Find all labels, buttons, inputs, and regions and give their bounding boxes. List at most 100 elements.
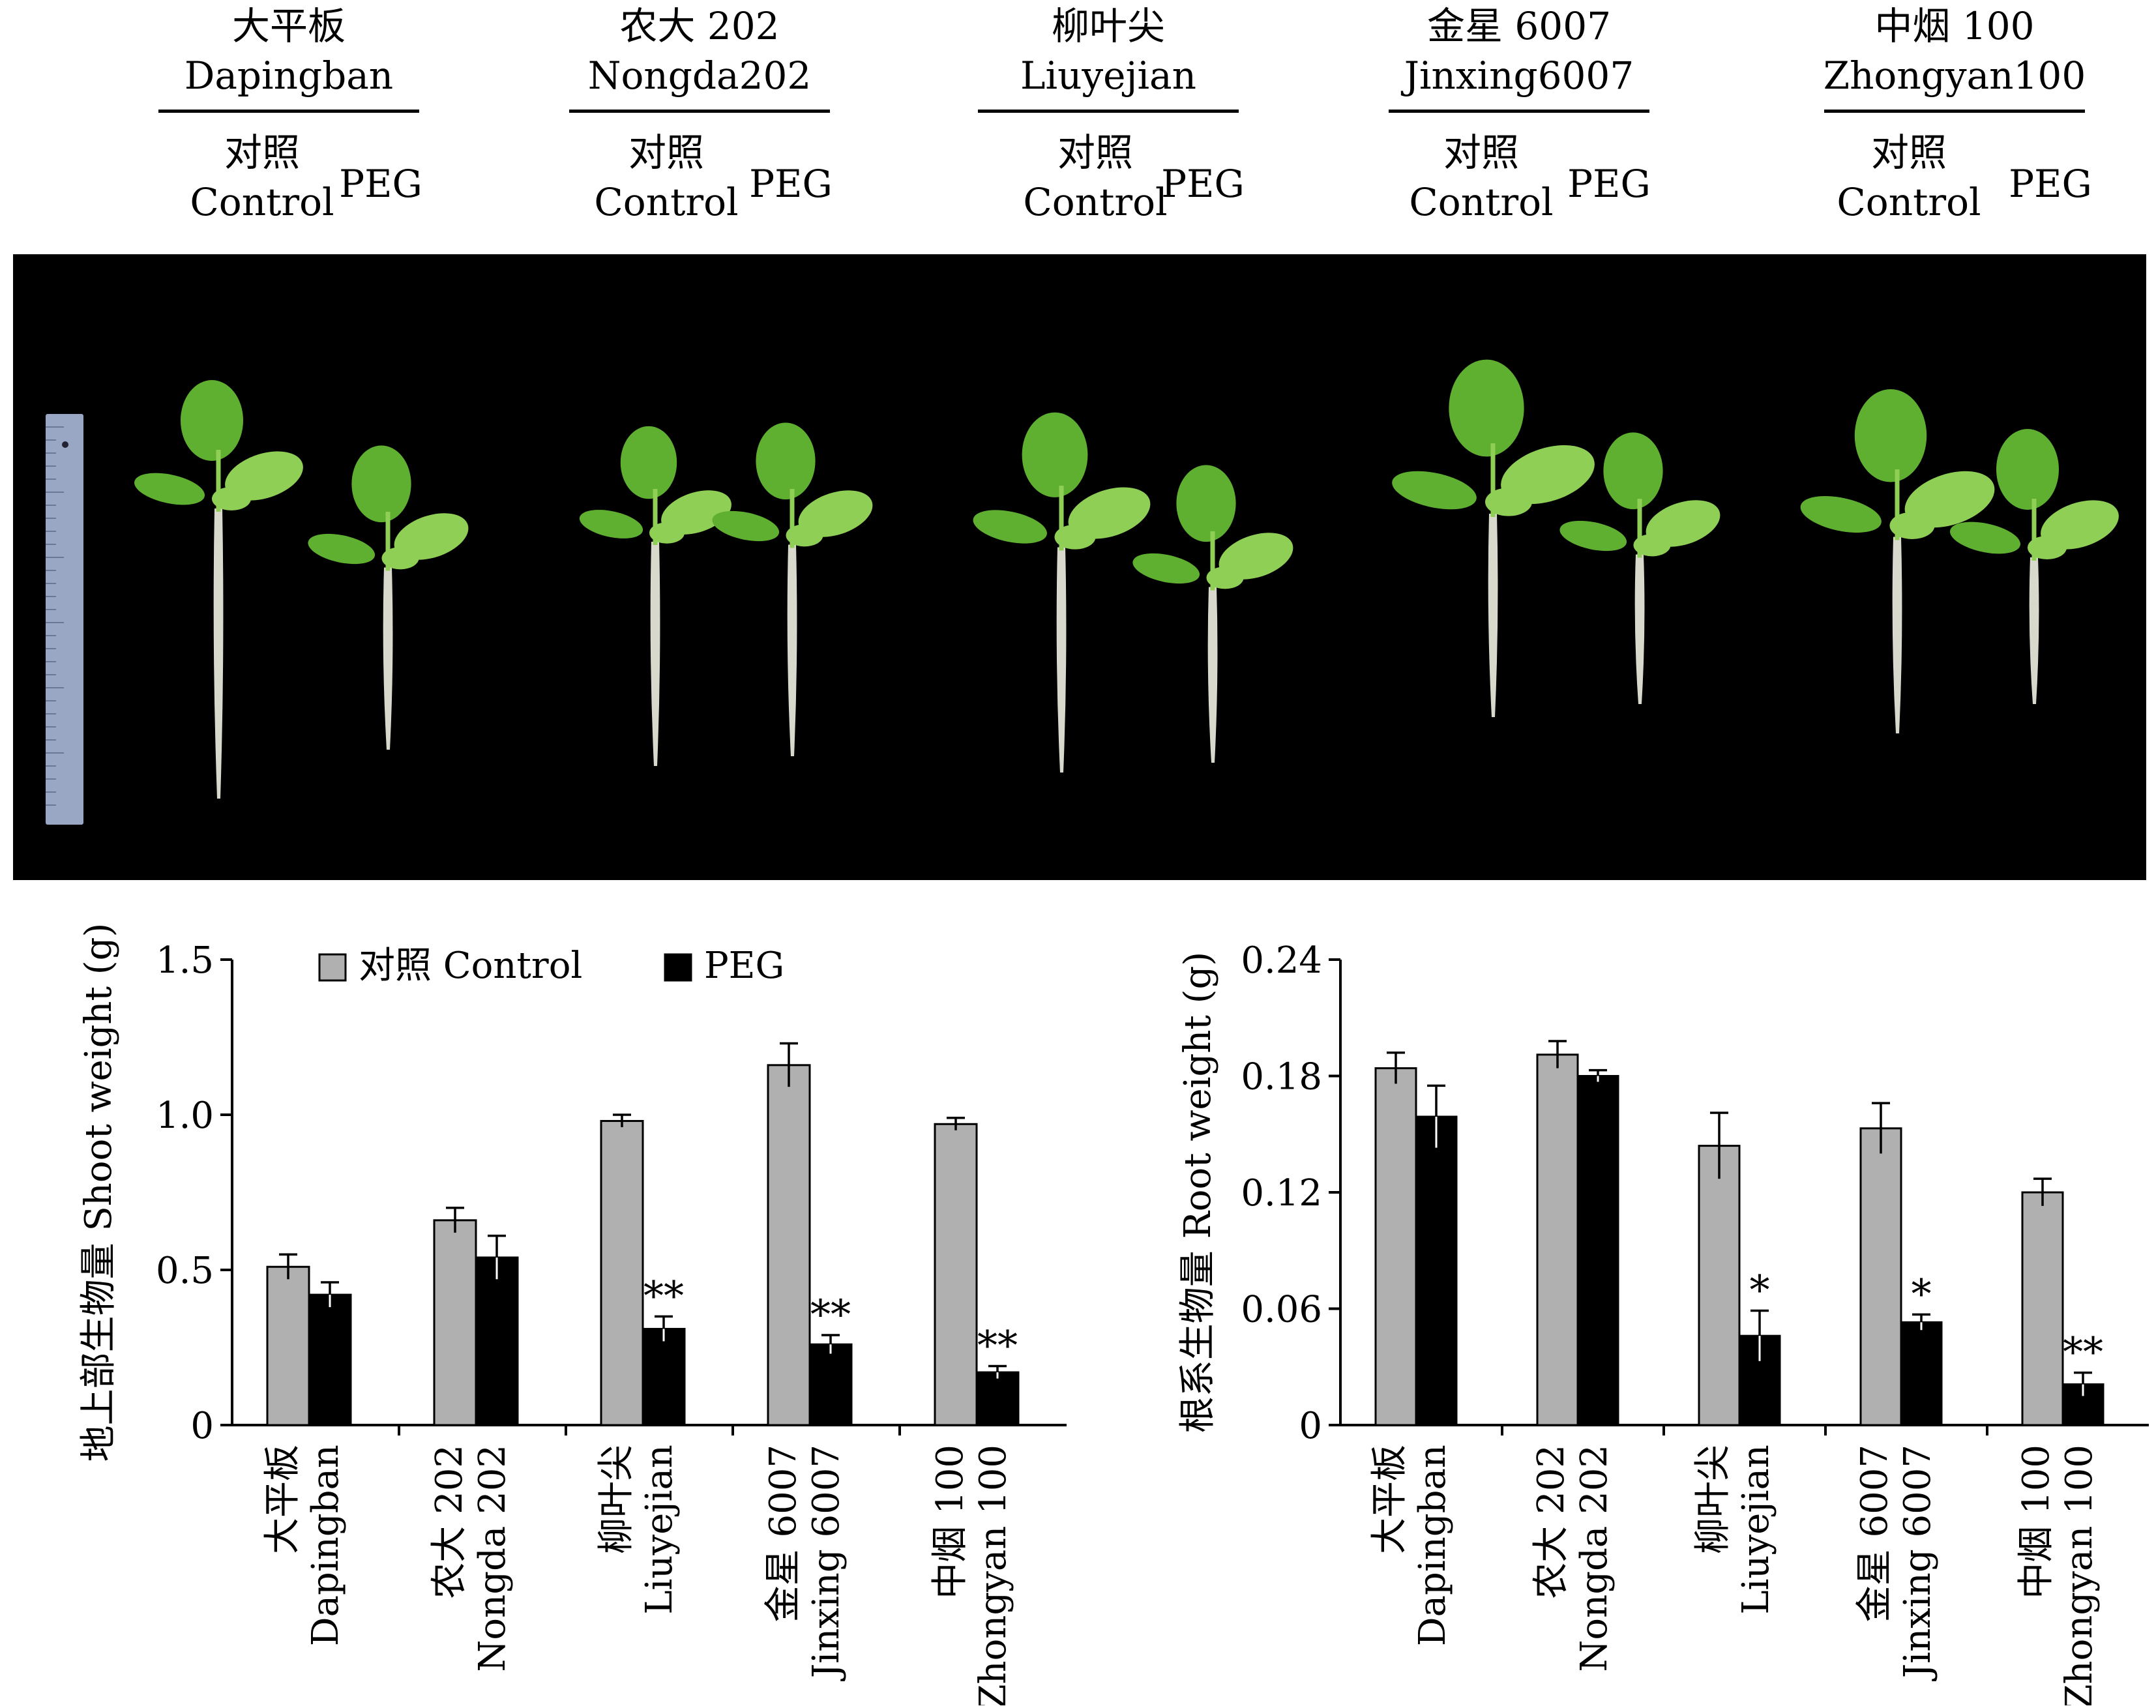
leaf xyxy=(351,445,411,523)
bar-peg xyxy=(1415,1115,1458,1426)
y-tick-label: 0.06 xyxy=(1241,1289,1322,1331)
photo-header: 大平板 Dapingban 对照 Control PEG 农大 202 Nongda202 对… xyxy=(0,0,2156,248)
bar-peg xyxy=(475,1256,519,1426)
bar-peg xyxy=(1576,1075,1619,1426)
treatment-peg-label: PEG xyxy=(749,162,833,206)
leaf xyxy=(973,510,1047,544)
leaf xyxy=(225,451,303,501)
leaf xyxy=(798,490,873,537)
cultivar-name-en: Liuyejian xyxy=(1020,53,1196,98)
x-tick-label-zh: 柳叶尖 xyxy=(1692,1445,1734,1554)
y-tick-label: 0.12 xyxy=(1241,1172,1322,1215)
x-tick-label-en: Zhongyan 100 xyxy=(972,1445,1014,1705)
cultivar-underline xyxy=(158,110,419,113)
leaf xyxy=(1633,534,1671,557)
seedling xyxy=(973,412,1151,773)
leaf xyxy=(1218,533,1293,580)
leaf xyxy=(381,547,419,570)
y-tick-label: 0 xyxy=(190,1405,214,1447)
cultivar-header: 金星 6007 Jinxing6007 xyxy=(1376,1,1662,100)
leaf xyxy=(1054,524,1096,550)
legend-label-peg: PEG xyxy=(704,945,784,987)
x-tick-label-en: Nongda 202 xyxy=(471,1445,514,1672)
cultivar-header: 柳叶尖 Liuyejian xyxy=(965,1,1252,100)
y-tick-label: 0.5 xyxy=(156,1250,214,1292)
treatment-peg-label: PEG xyxy=(1161,162,1245,206)
significance-label: ** xyxy=(2063,1329,2103,1376)
bar-control xyxy=(934,1123,978,1426)
root xyxy=(1892,537,1902,733)
significance-label: ** xyxy=(810,1291,851,1338)
y-tick-label: 0.18 xyxy=(1241,1056,1322,1098)
treatment-control-label: 对照 Control xyxy=(1396,128,1566,227)
cultivar-name-en: Nongda202 xyxy=(587,53,812,98)
bar-control xyxy=(2021,1191,2064,1426)
shoot-weight-chart: 地上部生物量 Shoot weight (g) 0 0.5 1.0 1.5 大平板 Dapi… xyxy=(72,900,1069,1708)
root xyxy=(1207,587,1218,763)
leaf xyxy=(2041,500,2119,550)
seedling-photo-drawing xyxy=(46,359,2119,825)
y-tick-label: 1.0 xyxy=(156,1095,214,1137)
x-tick-label-zh: 柳叶尖 xyxy=(595,1445,638,1554)
leaf xyxy=(1889,512,1935,539)
x-tick-label-zh: 农大 202 xyxy=(428,1445,471,1599)
leaf xyxy=(1559,520,1627,552)
control-label-zh: 对照 xyxy=(1057,130,1133,175)
x-tick-label-zh: 中烟 100 xyxy=(929,1445,971,1599)
bar-control xyxy=(266,1265,310,1426)
significance-label: * xyxy=(1912,1270,1932,1318)
control-label-en: Control xyxy=(1837,180,1981,224)
y-tick-label: 1.5 xyxy=(156,939,214,982)
bar-control xyxy=(433,1219,477,1426)
cultivar-name-zh: 中烟 100 xyxy=(1874,4,2035,48)
ruler-hole xyxy=(62,441,68,448)
bar-peg xyxy=(1900,1321,1943,1426)
significance-label: ** xyxy=(643,1272,684,1319)
control-label-en: Control xyxy=(1023,180,1168,224)
significance-label: ** xyxy=(977,1322,1018,1370)
control-label-zh: 对照 xyxy=(628,130,704,175)
treatment-peg-label: PEG xyxy=(339,162,422,206)
x-tick-label-en: Jinxing 6007 xyxy=(805,1445,848,1681)
cultivar-name-zh: 农大 202 xyxy=(619,4,780,48)
x-tick-label-en: Nongda 202 xyxy=(1573,1445,1616,1672)
x-tick-label-en: Jinxing 6007 xyxy=(1897,1445,1939,1681)
y-tick-label: 0.24 xyxy=(1241,939,1322,982)
root xyxy=(1634,554,1645,704)
cultivar-underline xyxy=(1389,110,1649,113)
leaf xyxy=(1800,495,1882,533)
x-tick-label-en: Liuyejian xyxy=(1735,1445,1777,1615)
cultivar-header: 中烟 100 Zhongyan100 xyxy=(1811,1,2098,100)
leaf xyxy=(1646,500,1720,547)
seedling xyxy=(1950,429,2119,704)
ruler-body xyxy=(46,414,83,825)
seedling xyxy=(1132,465,1293,763)
leaf xyxy=(1068,487,1151,539)
treatment-control-label: 对照 Control xyxy=(1824,128,1994,227)
leaf xyxy=(1132,553,1200,584)
leaf xyxy=(1206,567,1244,589)
y-axis-label: 地上部生物量 Shoot weight (g) xyxy=(78,923,120,1462)
ruler xyxy=(46,414,83,825)
x-tick-label-en: Dapingban xyxy=(304,1445,347,1646)
seedling xyxy=(579,426,731,766)
seedling xyxy=(1800,389,1995,733)
bar-peg xyxy=(1738,1334,1781,1426)
bar-control xyxy=(1374,1067,1417,1426)
legend-label-control: 对照 Control xyxy=(359,945,582,987)
root xyxy=(213,508,224,799)
root xyxy=(650,542,660,766)
leaf xyxy=(1904,471,1995,528)
treatment-control-label: 对照 Control xyxy=(582,128,751,227)
bar-peg xyxy=(808,1343,853,1426)
leaf xyxy=(756,422,816,500)
leaf xyxy=(1950,522,2020,554)
cultivar-name-zh: 大平板 xyxy=(231,4,346,48)
root xyxy=(1488,514,1498,717)
root xyxy=(383,567,393,750)
bar-peg xyxy=(975,1371,1020,1426)
x-tick-label-zh: 大平板 xyxy=(261,1445,304,1554)
cultivar-name-zh: 柳叶尖 xyxy=(1051,4,1165,48)
root xyxy=(1056,547,1067,773)
cultivar-name-en: Zhongyan100 xyxy=(1823,53,2086,98)
